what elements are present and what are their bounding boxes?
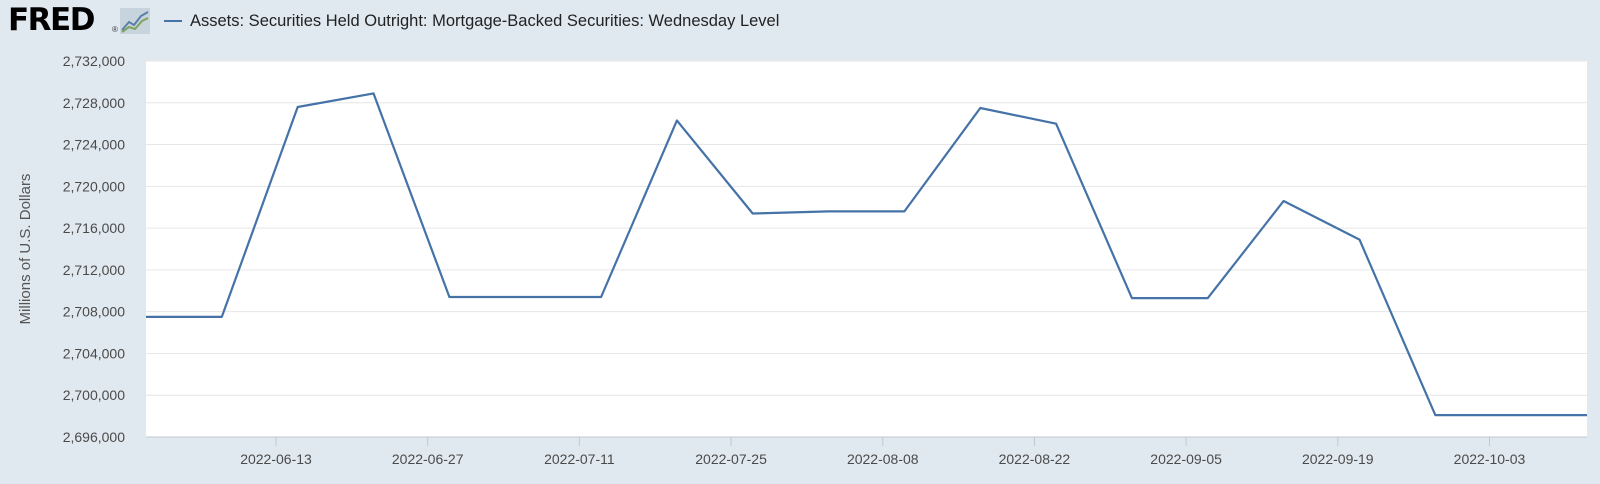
y-tick-label: 2,732,000	[63, 53, 125, 69]
x-tick-label: 2022-06-27	[392, 451, 464, 467]
y-tick-label: 2,696,000	[63, 429, 125, 445]
data-point[interactable]	[597, 293, 605, 301]
x-tick-label: 2022-10-03	[1454, 451, 1526, 467]
x-tick-label: 2022-08-08	[847, 451, 919, 467]
y-tick-label: 2,700,000	[63, 387, 125, 403]
data-point[interactable]	[1583, 411, 1591, 419]
data-point[interactable]	[825, 207, 833, 215]
fred-graph-icon	[120, 8, 150, 34]
x-tick-label: 2022-09-05	[1150, 451, 1222, 467]
x-axis-ticks: 2022-06-13 2022-06-27 2022-07-11 2022-07-25…	[240, 437, 1526, 467]
legend-series-label: Assets: Securities Held Outright: Mortga…	[190, 11, 780, 30]
y-tick-label: 2,720,000	[63, 178, 125, 194]
y-tick-label: 2,728,000	[63, 95, 125, 111]
x-tick-label: 2022-07-11	[544, 451, 615, 467]
x-tick-label: 2022-09-19	[1302, 451, 1374, 467]
data-point[interactable]	[900, 207, 908, 215]
series-line[interactable]	[146, 92, 1587, 417]
data-point[interactable]	[521, 293, 529, 301]
y-tick-label: 2,704,000	[63, 345, 125, 361]
data-point[interactable]	[1507, 411, 1515, 419]
x-tick-label: 2022-06-13	[240, 451, 312, 467]
y-tick-label: 2,708,000	[63, 304, 125, 320]
data-point[interactable]	[142, 313, 150, 321]
plot-area	[146, 61, 1587, 437]
series-group	[142, 89, 1591, 419]
fred-logo[interactable]: FRED	[8, 2, 95, 38]
data-point[interactable]	[749, 209, 757, 217]
data-point[interactable]	[976, 104, 984, 112]
data-point[interactable]	[673, 117, 681, 125]
gridlines	[146, 60, 1587, 438]
y-axis-label: Millions of U.S. Dollars	[17, 174, 34, 325]
legend-line-swatch	[164, 19, 182, 23]
chart-header: FRED ® Assets: Securities Held Outright:…	[0, 0, 1600, 42]
y-tick-label: 2,724,000	[63, 137, 125, 153]
data-point[interactable]	[445, 293, 453, 301]
y-axis-ticks: 2,696,000 2,700,000 2,704,000 2,708,000 2,71…	[63, 53, 125, 445]
data-point[interactable]	[218, 313, 226, 321]
data-point[interactable]	[1280, 197, 1288, 205]
data-point[interactable]	[370, 89, 378, 97]
data-point[interactable]	[294, 103, 302, 111]
data-point[interactable]	[1128, 294, 1136, 302]
x-tick-label: 2022-08-22	[999, 451, 1071, 467]
data-point[interactable]	[1355, 236, 1363, 244]
y-tick-label: 2,712,000	[63, 262, 125, 278]
data-point[interactable]	[1052, 120, 1060, 128]
registered-mark: ®	[112, 25, 118, 34]
data-point[interactable]	[1204, 294, 1212, 302]
x-tick-label: 2022-07-25	[695, 451, 767, 467]
chart-legend[interactable]: Assets: Securities Held Outright: Mortga…	[164, 9, 779, 33]
y-tick-label: 2,716,000	[63, 220, 125, 236]
data-point[interactable]	[1431, 411, 1439, 419]
